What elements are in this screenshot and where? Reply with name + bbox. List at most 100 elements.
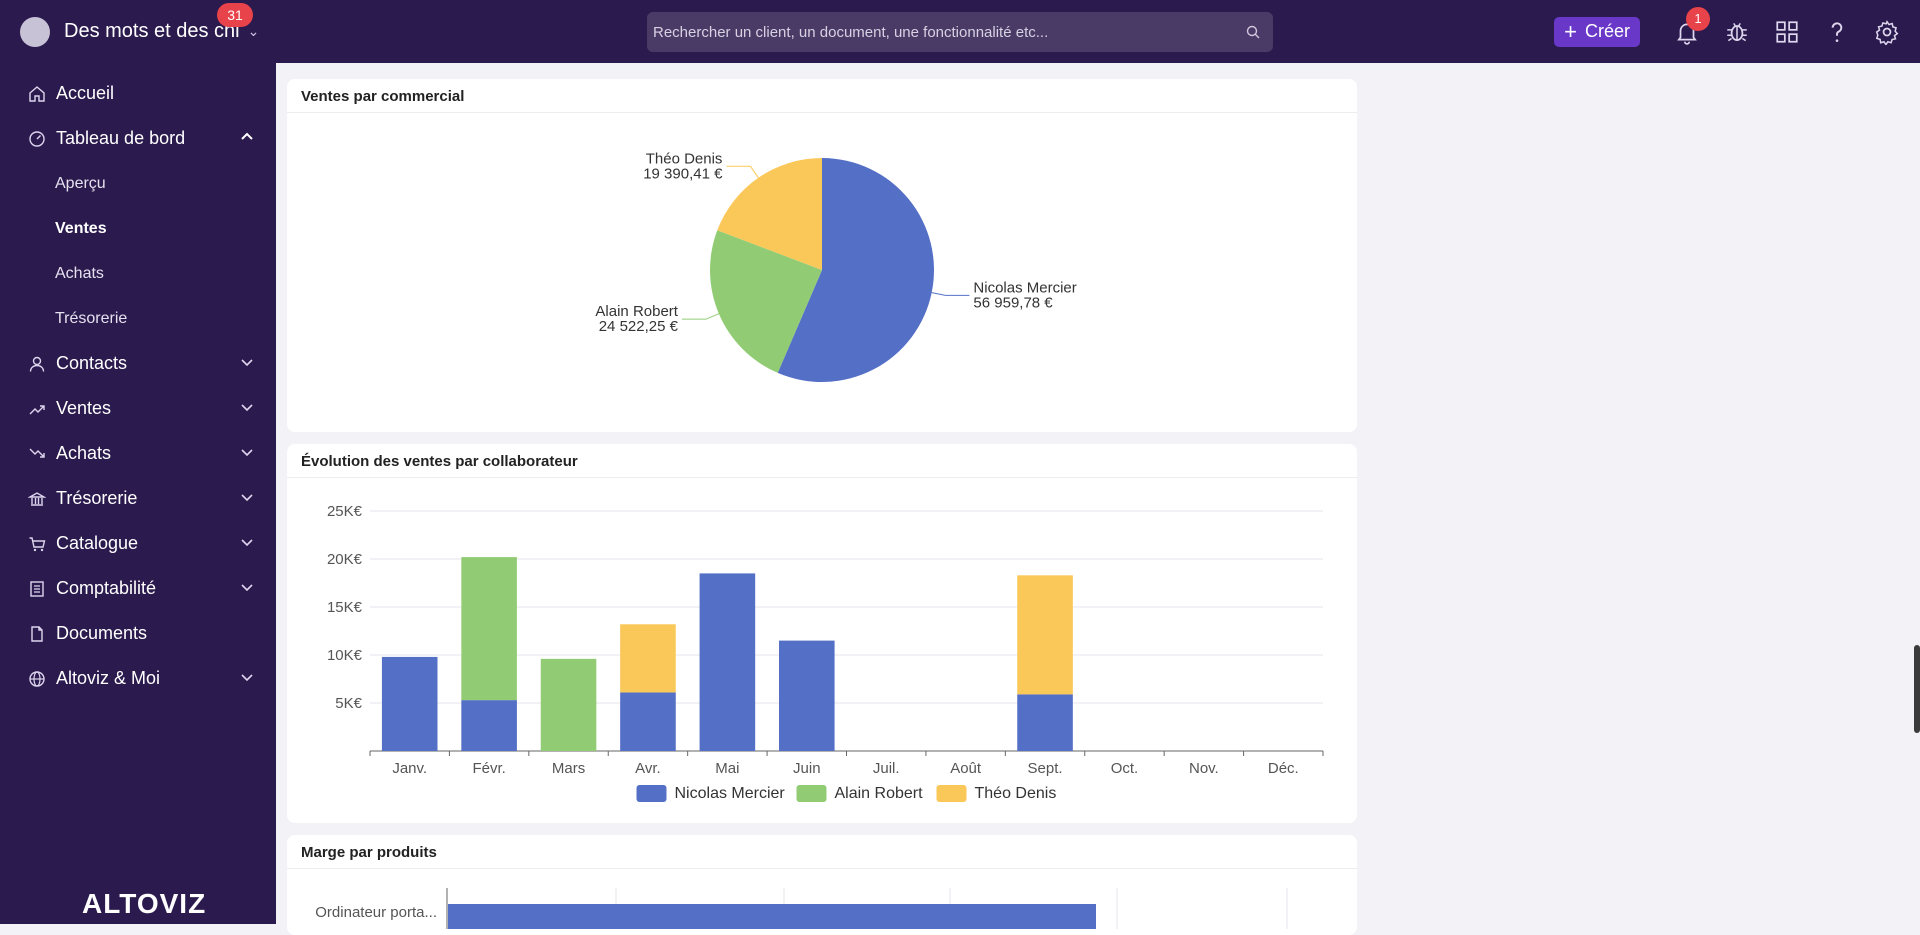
bar-nicolas-mercier[interactable] xyxy=(381,656,438,751)
bar-nicolas-mercier[interactable] xyxy=(778,640,835,751)
pie-slice-alain-robert[interactable] xyxy=(710,230,822,373)
pie-label-value: 56 959,78 € xyxy=(973,294,1053,311)
sidebar-item-label: Altoviz & Moi xyxy=(56,668,161,688)
bug-icon xyxy=(1727,22,1747,41)
x-tick-label: Sept. xyxy=(1028,760,1063,777)
legend-label[interactable]: Alain Robert xyxy=(835,785,924,802)
pie-label-value: 19 390,41 € xyxy=(643,165,723,182)
sidebar-item-label: Documents xyxy=(56,623,148,643)
pie-label-value: 24 522,25 € xyxy=(599,318,679,335)
sidebar-subitem-label: Trésorerie xyxy=(55,309,128,327)
sidebar-item-catalogue[interactable]: Catalogue xyxy=(0,521,276,566)
x-tick-label: Mai xyxy=(715,760,739,777)
notification-badge: 1 xyxy=(1686,6,1710,31)
altoviz-logo: ALTOVIZ xyxy=(82,888,207,919)
sidebar-item-label: Trésorerie xyxy=(56,488,138,508)
x-tick-label: Juil. xyxy=(873,760,900,777)
org-badge: 31 xyxy=(217,2,253,27)
sidebar-item-label: Ventes xyxy=(56,398,112,418)
cart-icon xyxy=(29,536,46,551)
chevron-down-icon xyxy=(241,404,253,412)
sidebar-item-accueil[interactable]: Accueil xyxy=(0,71,276,116)
x-tick-label: Nov. xyxy=(1189,760,1219,777)
settings-button[interactable] xyxy=(1872,17,1902,47)
sidebar-item-documents[interactable]: Documents xyxy=(0,611,276,656)
pie-slice-th-o-denis[interactable] xyxy=(717,158,822,270)
bar-nicolas-mercier[interactable] xyxy=(461,700,517,751)
search-bar xyxy=(647,12,1273,52)
x-tick-label: Déc. xyxy=(1268,760,1299,777)
sidebar-item-achats[interactable]: Achats xyxy=(0,431,276,476)
sidebar: Accueil Tableau de bord Aperçu Ventes Ac… xyxy=(0,63,276,924)
sidebar-item-tresorerie[interactable]: Trésorerie xyxy=(0,476,276,521)
sidebar-item-altoviz-moi[interactable]: Altoviz & Moi xyxy=(0,656,276,701)
search-icon[interactable] xyxy=(1245,24,1261,40)
sidebar-subitem-achats[interactable]: Achats xyxy=(0,251,276,296)
bar-th-o-denis[interactable] xyxy=(620,624,676,693)
create-label: Créer xyxy=(1584,21,1630,41)
chevron-down-icon xyxy=(241,359,253,367)
pie-label-name: Alain Robert xyxy=(595,303,678,320)
chevron-down-icon xyxy=(241,674,253,682)
org-switcher[interactable]: Des mots et des chi ⌄ 31 xyxy=(20,2,260,47)
grid-icon xyxy=(1776,20,1798,43)
help-button[interactable] xyxy=(1822,17,1852,47)
pie-slice-nicolas-mercier[interactable] xyxy=(777,158,935,382)
sidebar-item-comptabilite[interactable]: Comptabilité xyxy=(0,566,276,611)
margin-chart: Ordinateur porta... xyxy=(315,888,1288,929)
bar-alain-robert[interactable] xyxy=(540,658,597,751)
notifications-button[interactable]: 1 xyxy=(1672,6,1710,47)
bar-nicolas-mercier[interactable] xyxy=(620,692,676,751)
y-tick-label: 25K€ xyxy=(327,503,363,520)
sidebar-item-tableau-de-bord[interactable]: Tableau de bord xyxy=(0,116,276,161)
sidebar-item-label: Catalogue xyxy=(56,533,139,553)
sidebar-item-contacts[interactable]: Contacts xyxy=(0,341,276,386)
x-tick-label: Juin xyxy=(793,760,821,777)
globe-icon xyxy=(29,670,45,687)
pie-label-line xyxy=(726,165,759,179)
sidebar-subitem-label: Achats xyxy=(55,264,104,282)
plus-icon: + xyxy=(1564,18,1577,44)
y-tick-label: 20K€ xyxy=(327,551,363,568)
legend-label[interactable]: Nicolas Mercier xyxy=(675,785,786,802)
home-icon xyxy=(29,85,45,102)
margin-by-product-card: Marge par produits Ordinateur porta... xyxy=(287,835,1357,935)
chevron-down-icon xyxy=(241,584,253,592)
x-tick-label: Oct. xyxy=(1111,760,1139,777)
gear-icon xyxy=(1875,19,1899,45)
legend-swatch[interactable] xyxy=(936,785,967,802)
apps-button[interactable] xyxy=(1772,17,1802,47)
create-button[interactable]: + Créer xyxy=(1554,16,1640,47)
sidebar-item-label: Tableau de bord xyxy=(56,128,186,148)
bar-nicolas-mercier[interactable] xyxy=(1017,694,1073,751)
question-icon xyxy=(1831,21,1843,42)
search-input[interactable] xyxy=(653,23,1245,41)
margin-bar[interactable] xyxy=(448,904,1096,929)
y-tick-label: 5K€ xyxy=(335,695,362,712)
sidebar-item-ventes[interactable]: Ventes xyxy=(0,386,276,431)
bar-chart: 5K€ 10K€ 15K€ 20K€ 25K€ Janv. Févr. Mars Avr. Mai… xyxy=(327,503,1324,802)
sidebar-item-label: Comptabilité xyxy=(56,578,157,598)
bar-th-o-denis[interactable] xyxy=(1017,575,1073,695)
bar-alain-robert[interactable] xyxy=(461,557,517,701)
sidebar-item-label: Accueil xyxy=(56,83,115,103)
legend-label[interactable]: Théo Denis xyxy=(975,785,1057,802)
bug-report-button[interactable] xyxy=(1722,17,1752,47)
chevron-down-icon: ⌄ xyxy=(247,23,260,39)
sidebar-subitem-apercu[interactable]: Aperçu xyxy=(0,161,276,206)
chevron-down-icon xyxy=(241,449,253,457)
x-tick-label: Avr. xyxy=(635,760,661,777)
y-tick-label: Ordinateur porta... xyxy=(315,904,437,921)
chevron-up-icon xyxy=(241,132,253,140)
x-tick-label: Août xyxy=(950,760,982,777)
user-icon xyxy=(29,356,45,372)
bar-nicolas-mercier[interactable] xyxy=(699,573,756,751)
legend-swatch[interactable] xyxy=(796,785,827,802)
sidebar-subitem-tresorerie[interactable]: Trésorerie xyxy=(0,296,276,341)
sales-by-rep-card: Ventes par commercial Nicolas Mercier 56 … xyxy=(287,79,1357,432)
legend-swatch[interactable] xyxy=(636,785,667,802)
pie-label-name: Théo Denis xyxy=(646,150,723,167)
sidebar-subitem-ventes[interactable]: Ventes xyxy=(0,206,276,251)
page-scrollbar[interactable] xyxy=(1914,645,1920,733)
